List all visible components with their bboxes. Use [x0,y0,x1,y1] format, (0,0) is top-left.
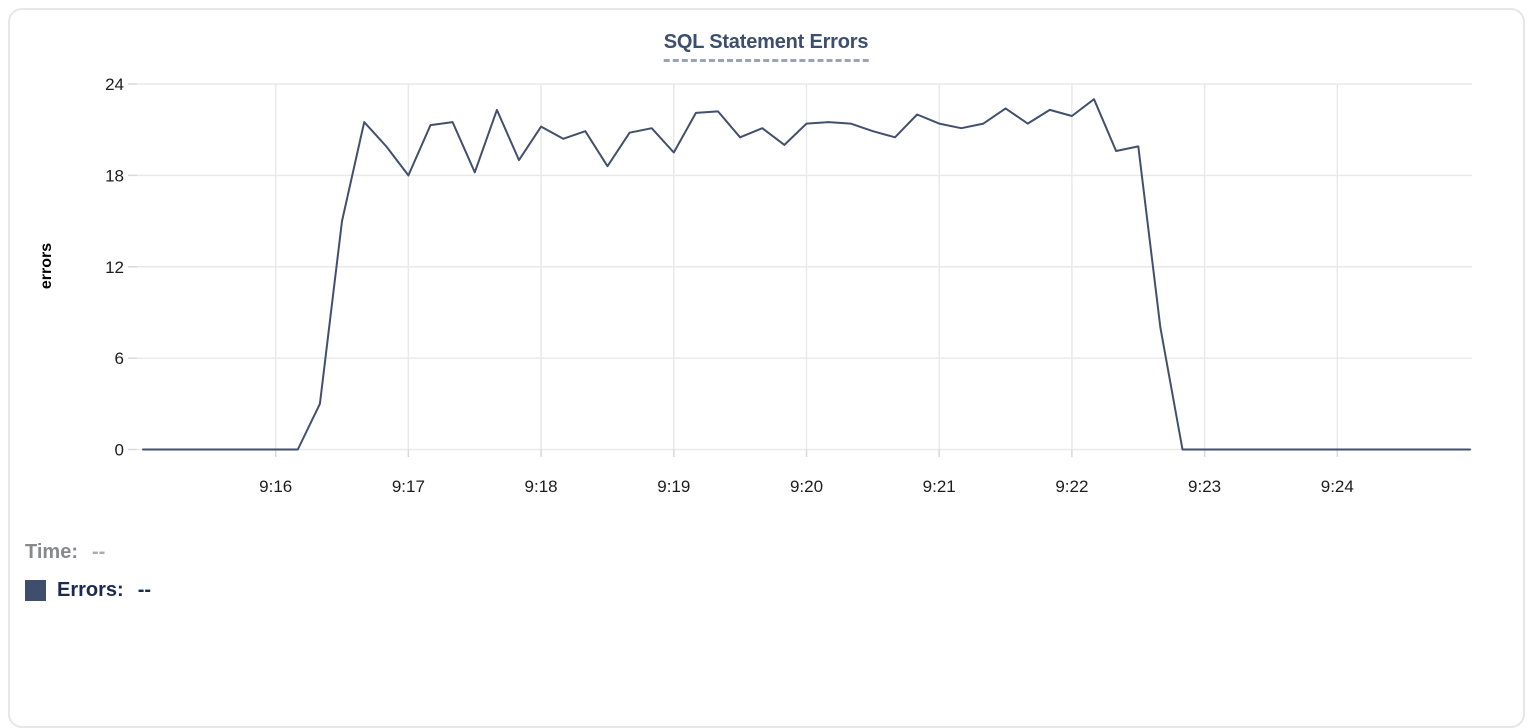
x-tick-label: 9:22 [1055,477,1088,496]
x-tick-label: 9:18 [525,477,558,496]
y-tick-label: 0 [115,441,124,460]
x-tick-label: 9:16 [259,477,292,496]
x-tick-label: 9:20 [790,477,823,496]
chart-card [8,8,1525,728]
chart-title[interactable]: SQL Statement Errors [663,31,868,62]
y-tick-label: 24 [105,75,124,94]
errors-series-line [142,98,1471,451]
tooltip-time-row: Time: -- [25,541,105,564]
tooltip-errors-value: -- [137,579,152,601]
tooltip-errors-label: Errors: [57,579,124,601]
tooltip-errors-row: Errors: -- [25,579,151,602]
line-chart[interactable]: 0 6 12 18 24 9:16 9:17 9:18 9:19 9:20 9:21 9:22 9:23… [0,0,1528,652]
x-tick-label: 9:17 [392,477,425,496]
tooltip-time-value: -- [91,541,106,563]
tooltip-time-label: Time: [25,541,78,563]
x-tick-label: 9:24 [1321,477,1354,496]
x-tick-label: 9:19 [657,477,690,496]
y-tick-label: 18 [105,166,124,185]
x-tick-label: 9:21 [923,477,956,496]
y-tick-label: 6 [115,349,124,368]
x-tick-label: 9:23 [1188,477,1221,496]
y-tick-label: 12 [105,258,124,277]
errors-series-swatch [25,580,46,601]
